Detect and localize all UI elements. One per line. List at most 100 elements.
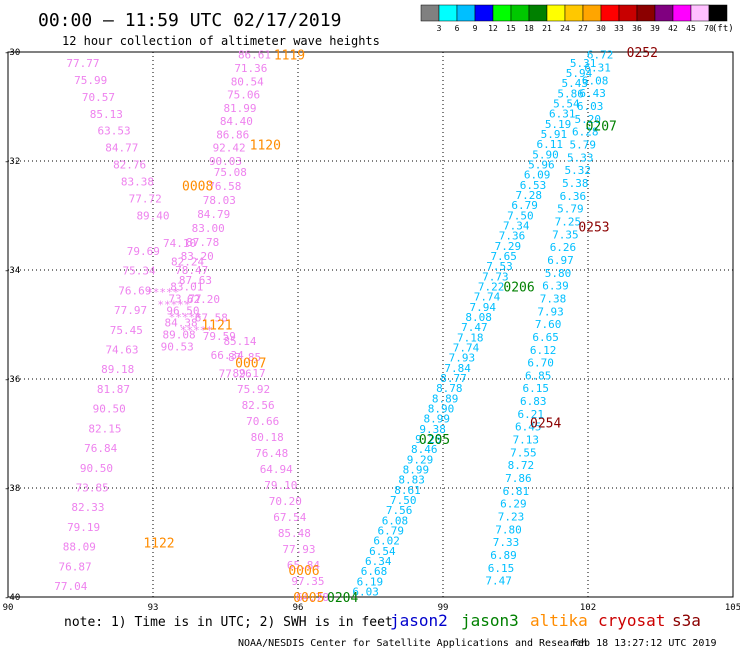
- wave-height-value: 8.77: [440, 372, 467, 385]
- wave-height-value: 9.25: [415, 433, 442, 446]
- wave-height-value: 75.08: [214, 166, 247, 179]
- colorbar-swatch: [456, 4, 476, 22]
- colorbar-label: 9: [473, 24, 478, 33]
- wave-height-value: 7.80: [495, 523, 522, 536]
- wave-height-value: 82.15: [88, 422, 121, 435]
- wave-height-value: 6.85: [525, 369, 552, 382]
- wave-height-value: 7.35: [552, 228, 579, 241]
- wave-height-value: 85.13: [90, 108, 123, 121]
- pass-time-label: 0205: [419, 433, 450, 448]
- wave-height-value: 79.69: [127, 245, 160, 258]
- wave-height-value: 5.33: [567, 151, 594, 164]
- pass-time-label: 0206: [503, 280, 534, 295]
- wave-height-value: 6.08: [382, 514, 409, 527]
- wave-height-value: 80.54: [231, 75, 264, 88]
- altika-track-7: 85.14 87.85 89.17 75.92 82.56 70.66 80.18 76.48…: [223, 335, 329, 604]
- wave-height-value: 67.54: [273, 511, 306, 524]
- wave-height-value: 6.19: [357, 575, 384, 588]
- wave-height-value: 6.83: [520, 395, 547, 408]
- wave-height-value: 5.54: [553, 98, 580, 111]
- lon-tick-label: 102: [580, 603, 596, 613]
- wave-height-value: 90.50: [80, 462, 113, 475]
- wave-height-value: 6.15: [522, 382, 549, 395]
- wave-height-value: 84.38: [164, 316, 197, 329]
- wave-height-value: 8.61: [394, 484, 421, 497]
- pass-time-label: 0254: [530, 417, 561, 432]
- satellite-legend-entry: jason3: [461, 611, 519, 630]
- wave-height-value: 86.86: [216, 128, 249, 141]
- wave-height-value: 6.68: [361, 565, 388, 578]
- wave-height-value: 77.97: [114, 304, 147, 317]
- wave-height-value: 6.72: [587, 49, 614, 62]
- wave-height-value: 73.77: [168, 292, 201, 305]
- wave-height-value: 7.28: [516, 189, 543, 202]
- wave-height-value: 7.65: [490, 250, 517, 263]
- lon-tick-label: 96: [293, 603, 304, 613]
- lat-tick-label: -32: [4, 157, 20, 167]
- colorbar-label: 36: [632, 24, 642, 33]
- wave-height-value: 6.08: [582, 74, 609, 87]
- wave-height-value: 9.29: [407, 453, 434, 466]
- lon-tick-label: 93: [148, 603, 159, 613]
- wave-height-value: 83.01: [170, 280, 203, 293]
- altika-track-2: 74.10 82.24 87.63 62.20 67.58 79.59 66.34 77.26: [163, 237, 252, 381]
- wave-height-value: 77.93: [282, 543, 315, 556]
- wave-height-value: 85.48: [278, 527, 311, 540]
- pass-time-label: 0204: [327, 591, 358, 606]
- wave-height-value: 70.57: [82, 91, 115, 104]
- wave-height-value: 5.86: [557, 87, 584, 100]
- wave-height-value: 6.26: [550, 241, 577, 254]
- satellite-legend-entry: s3a: [672, 611, 701, 630]
- wave-height-value: 7.55: [510, 446, 537, 459]
- wave-height-value: 7.25: [555, 215, 582, 228]
- wave-height-value: 7.73: [482, 270, 509, 283]
- wave-height-value: 9.38: [419, 423, 446, 436]
- wave-height-value: 75.92: [237, 383, 270, 396]
- wave-height-value: 7.86: [505, 472, 532, 485]
- wave-height-value: 74.63: [105, 344, 138, 357]
- wave-height-value: 6.34: [365, 555, 392, 568]
- wave-height-value: 84.40: [220, 115, 253, 128]
- wave-height-value: 5.94: [566, 67, 593, 80]
- wave-height-value: 7.47: [485, 575, 512, 588]
- wave-height-value: 89.18: [101, 363, 134, 376]
- wave-height-value: 75.06: [227, 89, 260, 102]
- wave-height-value: 75.99: [74, 74, 107, 87]
- pass-time-labels: 1119 1120 0008 1121 0007 1122 0006 0005 0204 0205…: [143, 46, 658, 606]
- footer-credit: NOAA/NESDIS Center for Satellite Applica…: [238, 638, 587, 649]
- wave-height-value: 7.50: [507, 209, 534, 222]
- wave-height-value: 6.31: [549, 108, 576, 121]
- wave-height-value: 87.78: [186, 236, 219, 249]
- wave-height-value: 97.35: [291, 575, 324, 588]
- wave-height-value: 83.38: [121, 176, 154, 189]
- wave-height-value: 6.81: [503, 485, 530, 498]
- wave-height-value: 62.20: [187, 293, 220, 306]
- wave-height-value: 8.78: [436, 382, 463, 395]
- wave-height-value: 6.79: [378, 525, 405, 538]
- colorbar-swatch: [690, 4, 710, 22]
- wave-height-value: 5.43: [562, 77, 589, 90]
- colorbar-label: 39: [650, 24, 660, 33]
- wave-height-value: 63.53: [98, 125, 131, 138]
- wave-height-value: 8.72: [508, 459, 535, 472]
- wave-height-value: 6.45: [515, 421, 542, 434]
- wave-height-value: 6.29: [500, 498, 527, 511]
- pass-time-label: 0253: [578, 220, 609, 235]
- colorbar-swatch: [708, 4, 728, 22]
- wave-height-value: 70.66: [246, 415, 279, 428]
- wave-height-value: 6.21: [518, 408, 545, 421]
- altika-track-8: ********************: [146, 286, 213, 337]
- wave-height-value: 80.18: [251, 431, 284, 444]
- colorbar-unit: (ft): [712, 24, 734, 34]
- colorbar-swatch: [654, 4, 674, 22]
- wave-height-value: 75.45: [110, 324, 143, 337]
- wave-height-value: 5.79: [570, 139, 597, 152]
- colorbar-label: 70: [704, 24, 714, 33]
- wave-height-value: 82.24: [171, 255, 204, 268]
- wave-height-value: 92.42: [213, 142, 246, 155]
- satellite-tracks: 77.77 75.99 70.57 85.13 63.53 84.77 82.76 83.38…: [54, 49, 613, 604]
- wave-height-value: 6.11: [536, 138, 563, 151]
- wave-height-value: 7.50: [390, 494, 417, 507]
